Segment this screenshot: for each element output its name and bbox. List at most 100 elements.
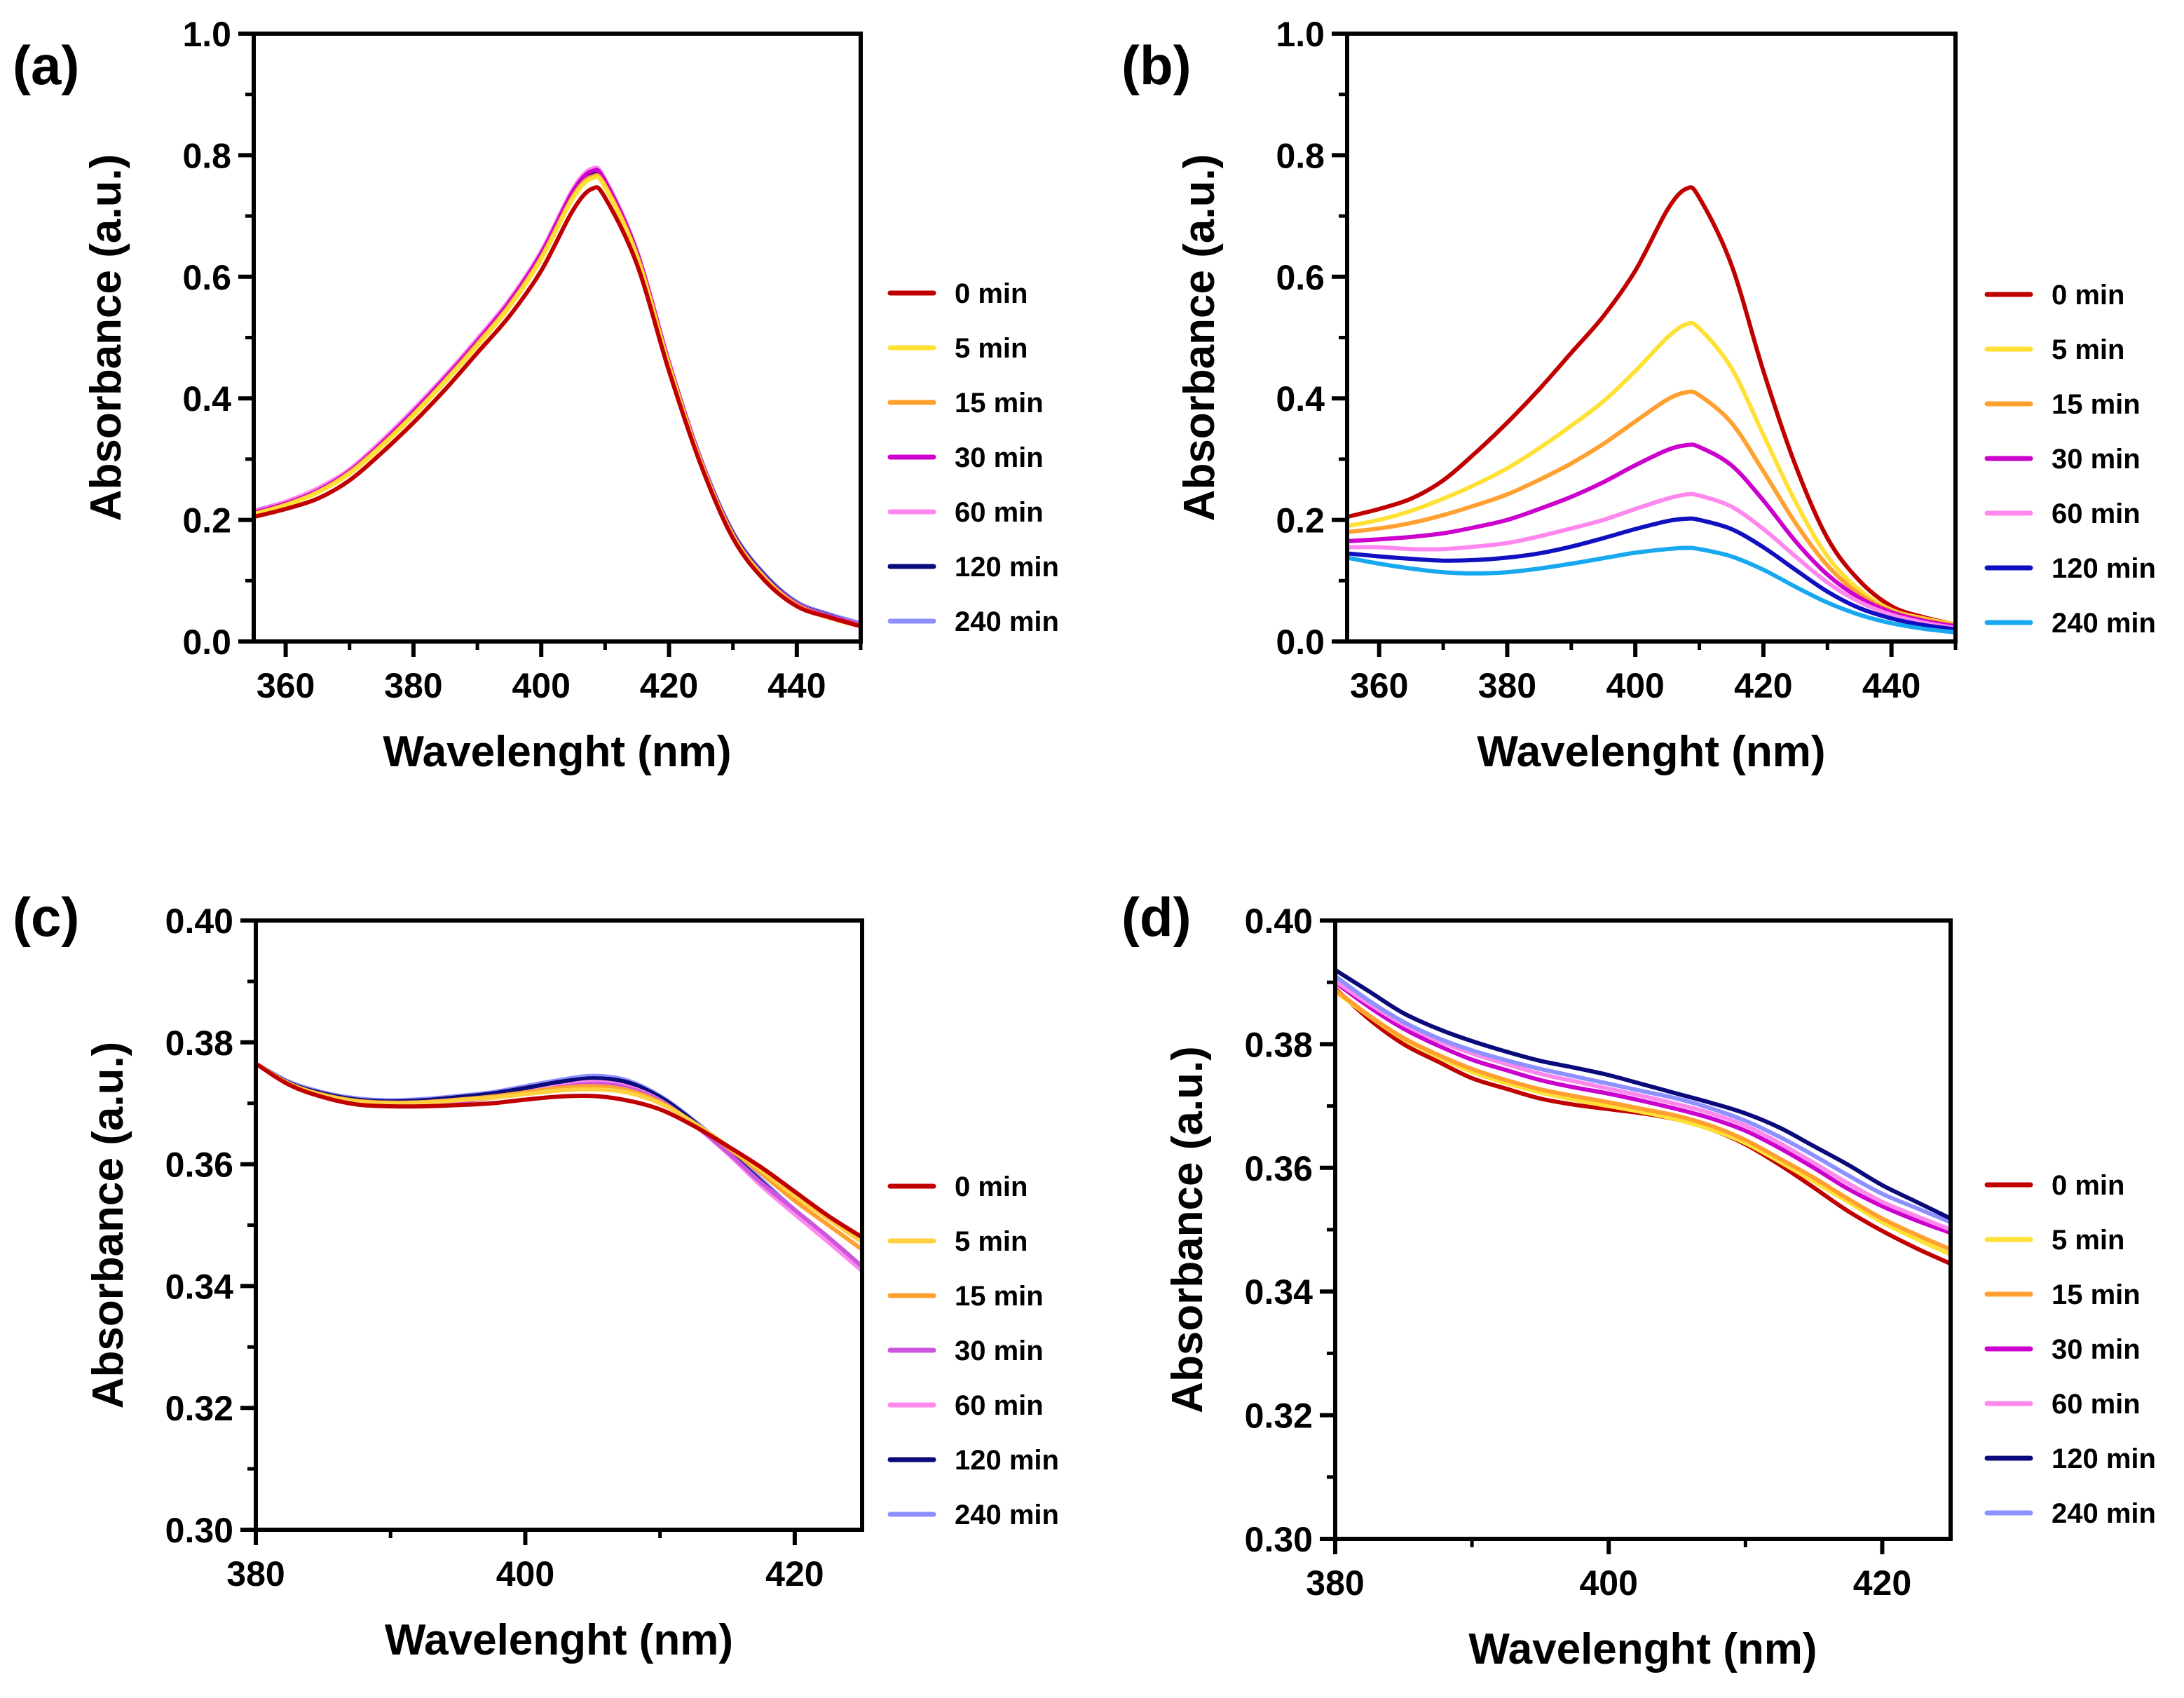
plot-frame — [254, 918, 864, 1532]
series-line-30-min — [1335, 980, 1951, 1235]
legend-label: 240 min — [955, 606, 1059, 637]
series-line-0-min — [256, 1061, 862, 1239]
legend-label: 5 min — [2052, 334, 2124, 365]
legend-label: 30 min — [2052, 1334, 2141, 1365]
legend: 0 min 5 min 15 min 30 min 60 min 120 min 240 m… — [887, 1171, 1059, 1530]
x-tick-label: 360 — [1350, 666, 1408, 705]
legend-label: 15 min — [2052, 1279, 2141, 1310]
x-axis-title: Wavelenght (nm) — [385, 1616, 733, 1664]
legend-label: 240 min — [955, 1500, 1059, 1530]
legend-label: 120 min — [2052, 553, 2156, 584]
series-group — [1335, 967, 1951, 1266]
x-tick-label: 380 — [226, 1554, 285, 1594]
plot-frame — [1333, 918, 1953, 1541]
x-tick-label: 380 — [1306, 1563, 1364, 1603]
panel-label: (d) — [1121, 886, 1192, 948]
series-line-240-min — [1347, 545, 1956, 634]
series-line-15-min — [1335, 987, 1951, 1252]
y-tick-label: 0.4 — [182, 379, 231, 419]
y-tick-label: 0.2 — [182, 501, 231, 541]
legend-label: 0 min — [955, 1171, 1028, 1202]
y-tick-label: 0.40 — [165, 902, 233, 941]
x-axis-title: Wavelenght (nm) — [1468, 1625, 1817, 1673]
series-group — [1347, 185, 1956, 634]
legend-label: 0 min — [2052, 280, 2124, 311]
chart-panel-d: 0.30 0.32 0.34 0.36 0.38 0.40 380 400 420 Wavelen… — [1121, 886, 2156, 1673]
series-line-240-min — [256, 1061, 862, 1270]
legend-label: 15 min — [955, 1281, 1044, 1312]
y-tick-label: 0.36 — [1245, 1149, 1313, 1188]
legend: 0 min 5 min 15 min 30 min 60 min 120 min 240 m… — [1984, 280, 2156, 639]
y-tick-label: 0.30 — [1245, 1520, 1313, 1559]
legend-label: 15 min — [2052, 389, 2141, 420]
series-line-60-min — [1335, 979, 1951, 1232]
series-line-15-min — [1347, 389, 1956, 628]
x-tick-label: 400 — [1606, 666, 1664, 705]
y-tick-label: 0.32 — [165, 1389, 233, 1428]
y-tick-label: 0.2 — [1276, 501, 1325, 541]
legend: 0 min 5 min 15 min 30 min 60 min 120 min 240 m… — [887, 278, 1059, 637]
legend-label: 15 min — [955, 388, 1044, 419]
x-tick-label: 440 — [767, 666, 826, 705]
series-line-120-min — [1347, 516, 1956, 632]
x-tick-label: 380 — [1478, 666, 1536, 705]
x-tick-label: 420 — [640, 666, 698, 705]
legend-label: 5 min — [2052, 1225, 2124, 1256]
y-axis-title: Absorbance (a.u.) — [84, 1042, 132, 1409]
chart-panel-b: 0.0 0.2 0.4 0.6 0.8 1.0 360 380 400 420 440 Wavelen… — [1121, 15, 2156, 776]
legend-label: 5 min — [955, 333, 1028, 364]
y-tick-label: 1.0 — [182, 15, 231, 54]
series-line-120-min — [1335, 967, 1951, 1221]
panel-label: (b) — [1121, 34, 1192, 96]
legend-label: 60 min — [2052, 498, 2141, 529]
legend-label: 240 min — [2052, 1498, 2156, 1529]
chart-panel-a: 0.0 0.2 0.4 0.6 0.8 1.0 360 380 400 420 440 Wavelen… — [13, 15, 1059, 776]
y-tick-label: 0.36 — [165, 1146, 233, 1185]
legend-label: 30 min — [2052, 444, 2141, 475]
legend-label: 120 min — [955, 552, 1059, 583]
x-axis-title: Wavelenght (nm) — [1477, 728, 1825, 776]
legend-label: 30 min — [955, 442, 1044, 473]
y-axis-title: Absorbance (a.u.) — [1163, 1046, 1212, 1413]
chart-panel-c: 0.30 0.32 0.34 0.36 0.38 0.40 380 400 420 Wavelen… — [13, 886, 1059, 1664]
x-tick-label: 420 — [1853, 1563, 1911, 1603]
y-tick-label: 0.4 — [1276, 379, 1325, 419]
x-axis-title: Wavelenght (nm) — [383, 728, 731, 776]
x-tick-label: 360 — [257, 666, 315, 705]
series-group — [254, 165, 861, 629]
x-tick-label: 420 — [1734, 666, 1792, 705]
legend: 0 min 5 min 15 min 30 min 60 min 120 min 240 m… — [1984, 1170, 2156, 1529]
x-tick-label: 380 — [384, 666, 442, 705]
y-tick-label: 0.40 — [1245, 902, 1313, 941]
y-axis-title: Absorbance (a.u.) — [82, 154, 130, 522]
y-tick-label: 0.0 — [1276, 623, 1325, 662]
legend-label: 120 min — [2052, 1444, 2156, 1474]
legend-label: 30 min — [955, 1336, 1044, 1366]
y-tick-label: 0.0 — [182, 623, 231, 662]
panel-label: (a) — [13, 34, 79, 96]
y-tick-label: 0.34 — [165, 1267, 234, 1306]
plot-frame — [252, 32, 863, 644]
y-tick-label: 0.38 — [1245, 1025, 1313, 1064]
legend-label: 60 min — [955, 1390, 1044, 1421]
series-line-240-min — [1335, 974, 1951, 1225]
legend-label: 60 min — [2052, 1389, 2141, 1420]
y-axis-title: Absorbance (a.u.) — [1175, 154, 1224, 522]
y-tick-label: 0.8 — [182, 136, 231, 175]
y-tick-label: 0.34 — [1245, 1272, 1313, 1312]
y-tick-label: 0.30 — [165, 1511, 233, 1550]
x-tick-label: 400 — [496, 1554, 554, 1594]
y-tick-label: 0.6 — [182, 258, 231, 297]
series-line-0-min — [1335, 986, 1951, 1266]
y-tick-label: 1.0 — [1276, 15, 1325, 54]
series-line-0-min — [254, 185, 861, 629]
series-line-30-min — [1347, 442, 1956, 629]
legend-label: 0 min — [2052, 1170, 2124, 1201]
y-tick-label: 0.38 — [165, 1024, 233, 1063]
x-tick-label: 400 — [512, 666, 570, 705]
x-tick-label: 400 — [1580, 1563, 1638, 1603]
series-group — [256, 1061, 862, 1273]
series-line-30-min — [256, 1061, 862, 1269]
y-tick-label: 0.6 — [1276, 258, 1325, 297]
legend-label: 120 min — [955, 1445, 1059, 1476]
